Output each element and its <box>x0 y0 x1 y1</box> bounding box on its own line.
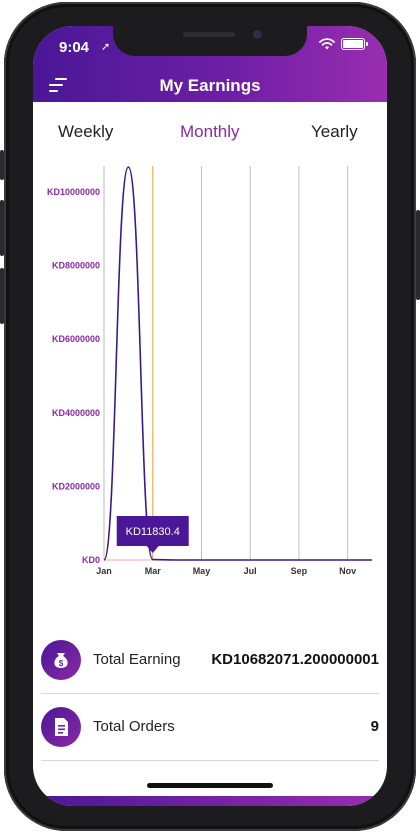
svg-text:$: $ <box>59 659 64 668</box>
tab-yearly[interactable]: Yearly <box>311 122 358 141</box>
x-tick-label: Nov <box>339 566 356 576</box>
phone-side-button <box>0 150 4 180</box>
status-icons <box>319 38 368 50</box>
battery-icon <box>341 38 368 50</box>
earnings-chart-svg: KD0 KD2000000 KD4000000 KD6000000 KD8000000 K… <box>47 166 372 576</box>
x-tick-label: Mar <box>145 566 162 576</box>
wifi-icon <box>319 38 335 50</box>
status-time: 9:04 <box>59 39 90 56</box>
summary-divider <box>41 693 379 694</box>
phone-power-button <box>416 210 420 300</box>
series-line <box>103 166 372 561</box>
tab-weekly[interactable]: Weekly <box>58 122 114 141</box>
y-tick-label: KD6000000 <box>52 334 100 344</box>
menu-icon[interactable] <box>49 78 71 92</box>
total-earning-value: KD10682071.200000001 <box>211 651 379 668</box>
y-tick-label: KD10000000 <box>47 187 100 197</box>
y-tick-label: KD2000000 <box>52 481 100 491</box>
document-icon <box>41 707 81 747</box>
y-tick-label: KD0 <box>82 555 100 565</box>
bottom-band <box>33 796 387 806</box>
total-orders-label: Total Orders <box>93 718 175 735</box>
tooltip-box <box>116 516 189 546</box>
speaker-grille <box>183 32 235 37</box>
y-tick-label: KD8000000 <box>52 261 100 271</box>
period-tabs: Weekly Monthly Yearly <box>33 122 387 146</box>
money-bag-icon: $ <box>41 640 81 680</box>
x-tick-label: Jan <box>96 566 112 576</box>
total-earning-row: $ Total Earning KD10682071.200000001 <box>41 630 379 690</box>
phone-notch <box>113 26 307 56</box>
x-tick-label: Sep <box>291 566 308 576</box>
x-tick-label: May <box>193 566 211 576</box>
total-orders-row: Total Orders 9 <box>41 697 379 757</box>
tab-monthly[interactable]: Monthly <box>180 122 240 141</box>
phone-volume-up <box>0 200 4 256</box>
location-arrow-icon: ➚ <box>101 41 111 53</box>
summary-divider <box>41 760 379 761</box>
y-tick-label: KD4000000 <box>52 408 100 418</box>
page-title: My Earnings <box>159 76 261 95</box>
total-earning-label: Total Earning <box>93 651 181 668</box>
tooltip-text: KD11830.4 <box>126 526 180 538</box>
earnings-chart: KD0 KD2000000 KD4000000 KD6000000 KD8000000 K… <box>33 156 387 586</box>
tooltip-pointer <box>146 546 159 553</box>
x-tick-label: Jul <box>244 566 257 576</box>
phone-volume-down <box>0 268 4 324</box>
total-orders-value: 9 <box>370 718 379 735</box>
app-screen: 9:04 ➚ My Earnings Weekly Monthly Yearly… <box>33 26 387 806</box>
front-camera <box>253 30 262 39</box>
home-indicator <box>147 783 273 788</box>
